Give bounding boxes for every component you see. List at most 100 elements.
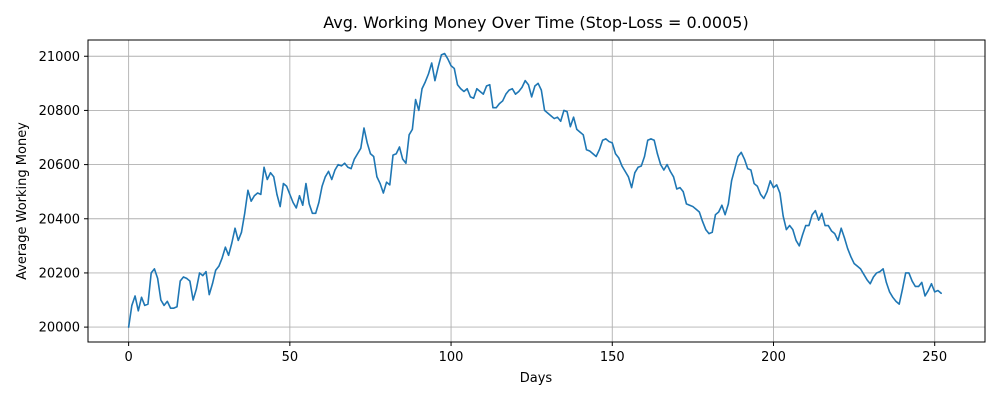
data-point <box>898 303 900 305</box>
data-point <box>814 210 817 212</box>
data-point <box>321 185 323 187</box>
data-point <box>144 304 146 307</box>
data-point <box>643 155 646 158</box>
data-point <box>611 142 613 144</box>
data-point <box>682 191 684 193</box>
data-point <box>308 203 310 205</box>
data-point <box>695 208 697 210</box>
data-point <box>392 154 394 156</box>
data-point <box>234 227 236 229</box>
data-point <box>231 242 233 244</box>
data-point <box>295 207 297 209</box>
data-point <box>914 285 916 288</box>
data-point <box>859 268 862 270</box>
data-point <box>569 126 571 128</box>
data-point <box>737 155 739 158</box>
data-point <box>402 158 404 160</box>
data-point <box>344 162 346 164</box>
data-point <box>498 103 501 105</box>
data-point <box>843 237 846 239</box>
data-point <box>776 184 778 186</box>
data-point <box>134 295 136 297</box>
data-point <box>537 82 539 84</box>
data-point <box>414 98 417 101</box>
data-point <box>373 155 375 158</box>
data-point <box>469 96 471 98</box>
data-point <box>689 204 691 206</box>
data-point <box>482 93 484 95</box>
data-point <box>698 211 700 213</box>
data-point <box>489 84 491 86</box>
data-point <box>502 100 504 102</box>
data-point <box>579 131 581 133</box>
y-axis-label: Average Working Money <box>15 122 30 280</box>
data-point <box>324 176 326 178</box>
data-point <box>318 201 320 204</box>
data-point <box>743 158 746 160</box>
data-point <box>331 178 333 181</box>
data-point <box>531 96 533 98</box>
data-point <box>811 214 813 216</box>
data-point <box>779 192 781 194</box>
data-point <box>627 176 629 178</box>
data-point <box>347 166 349 168</box>
data-point <box>179 280 181 282</box>
data-point <box>921 281 923 284</box>
data-point <box>327 170 330 172</box>
data-point <box>637 166 639 168</box>
y-tick-label: 20000 <box>39 321 80 336</box>
data-point <box>650 138 652 140</box>
series-group <box>127 52 942 328</box>
data-point <box>888 291 891 293</box>
x-axis-label: Days <box>520 371 553 386</box>
data-point <box>431 62 433 64</box>
data-point <box>434 80 436 82</box>
data-point <box>621 165 623 167</box>
data-point <box>186 277 188 279</box>
data-point <box>247 189 249 191</box>
data-point <box>337 163 339 166</box>
data-point <box>789 224 791 227</box>
data-point <box>208 294 210 296</box>
data-point <box>463 90 465 93</box>
data-point <box>872 276 875 278</box>
data-point <box>866 279 868 281</box>
data-point <box>128 326 130 328</box>
data-point <box>205 270 207 273</box>
data-point <box>714 214 717 216</box>
data-point <box>660 163 662 166</box>
data-point <box>476 88 478 90</box>
data-point <box>395 153 397 155</box>
data-point <box>389 184 391 186</box>
data-point <box>131 304 133 307</box>
data-point <box>157 277 159 279</box>
data-point <box>608 140 610 143</box>
data-point <box>195 288 197 290</box>
data-point <box>805 224 807 227</box>
data-point <box>908 272 910 274</box>
y-tick-label: 20800 <box>39 104 80 119</box>
data-point <box>192 299 194 301</box>
data-point <box>656 153 659 155</box>
data-point <box>218 265 220 267</box>
data-point <box>440 54 442 56</box>
data-point <box>534 85 536 87</box>
data-point <box>289 193 291 195</box>
data-point <box>647 139 649 141</box>
data-point <box>260 193 262 195</box>
data-point <box>576 128 578 130</box>
data-point <box>701 220 704 223</box>
data-point <box>672 176 675 178</box>
data-point <box>740 151 742 153</box>
data-point <box>566 111 568 113</box>
grid <box>88 40 985 342</box>
data-point <box>592 153 594 155</box>
data-point <box>669 170 671 172</box>
data-point <box>598 149 600 151</box>
data-point <box>527 84 530 86</box>
data-point <box>508 89 510 91</box>
data-point <box>756 185 758 187</box>
data-point <box>589 150 591 152</box>
data-point <box>685 203 688 205</box>
